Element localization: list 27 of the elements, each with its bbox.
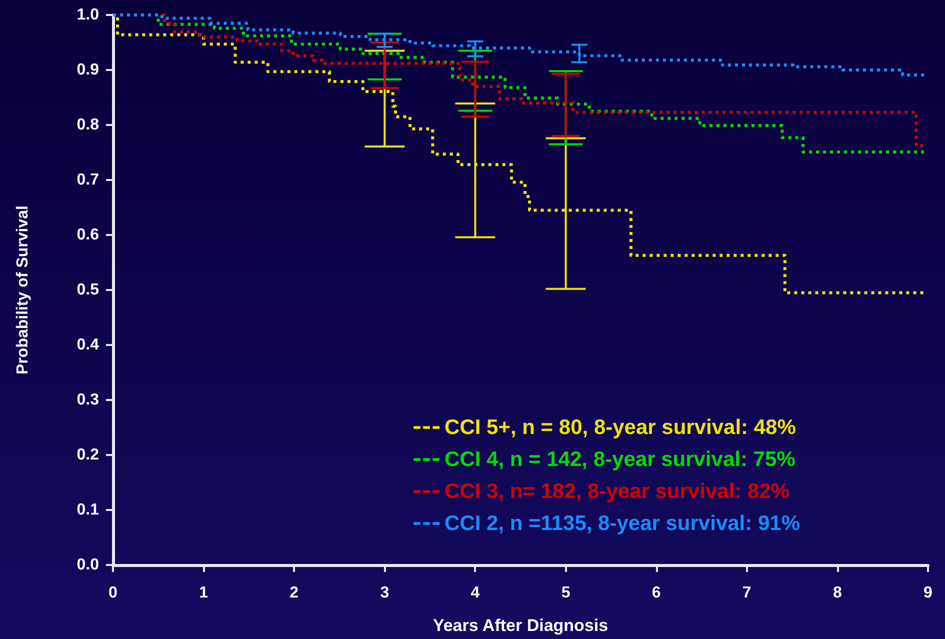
- y-tick-label: 0.0: [76, 556, 100, 574]
- y-tick-label: 0.5: [76, 282, 100, 298]
- x-tick-label: 2: [290, 584, 299, 602]
- y-tick-label: 0.4: [76, 336, 100, 354]
- x-tick-label: 5: [561, 584, 570, 602]
- legend-label: CCI 5+, n = 80, 8-year survival: 48%: [444, 416, 796, 439]
- x-tick-label: 3: [380, 584, 390, 602]
- y-tick-label: 0.1: [76, 502, 100, 518]
- legend-label: CCI 3, n= 182, 8-year survival: 82%: [444, 480, 790, 503]
- y-tick-label: 0.6: [76, 226, 100, 244]
- y-tick-label: 1.0: [76, 6, 100, 24]
- x-tick-label: 6: [652, 584, 661, 602]
- y-axis-title: Probability of Survival: [14, 206, 32, 374]
- x-tick-label: 0: [108, 584, 118, 602]
- y-tick-label: 0.2: [76, 446, 100, 464]
- x-tick-label: 8: [832, 584, 842, 602]
- x-tick-label: 4: [470, 584, 480, 602]
- y-tick-label: 0.7: [76, 172, 100, 188]
- x-tick-label: 7: [742, 584, 752, 602]
- y-tick-label: 0.9: [76, 62, 100, 78]
- x-tick-label: 9: [924, 584, 933, 602]
- x-axis-title: Years After Diagnosis: [432, 616, 608, 635]
- legend-label: CCI 4, n = 142, 8-year survival: 75%: [444, 448, 796, 471]
- legend-label: CCI 2, n =1135, 8-year survival: 91%: [444, 512, 800, 535]
- x-tick-label: 1: [199, 584, 208, 602]
- y-tick-label: 0.3: [76, 392, 100, 408]
- y-tick-label: 0.8: [76, 116, 100, 134]
